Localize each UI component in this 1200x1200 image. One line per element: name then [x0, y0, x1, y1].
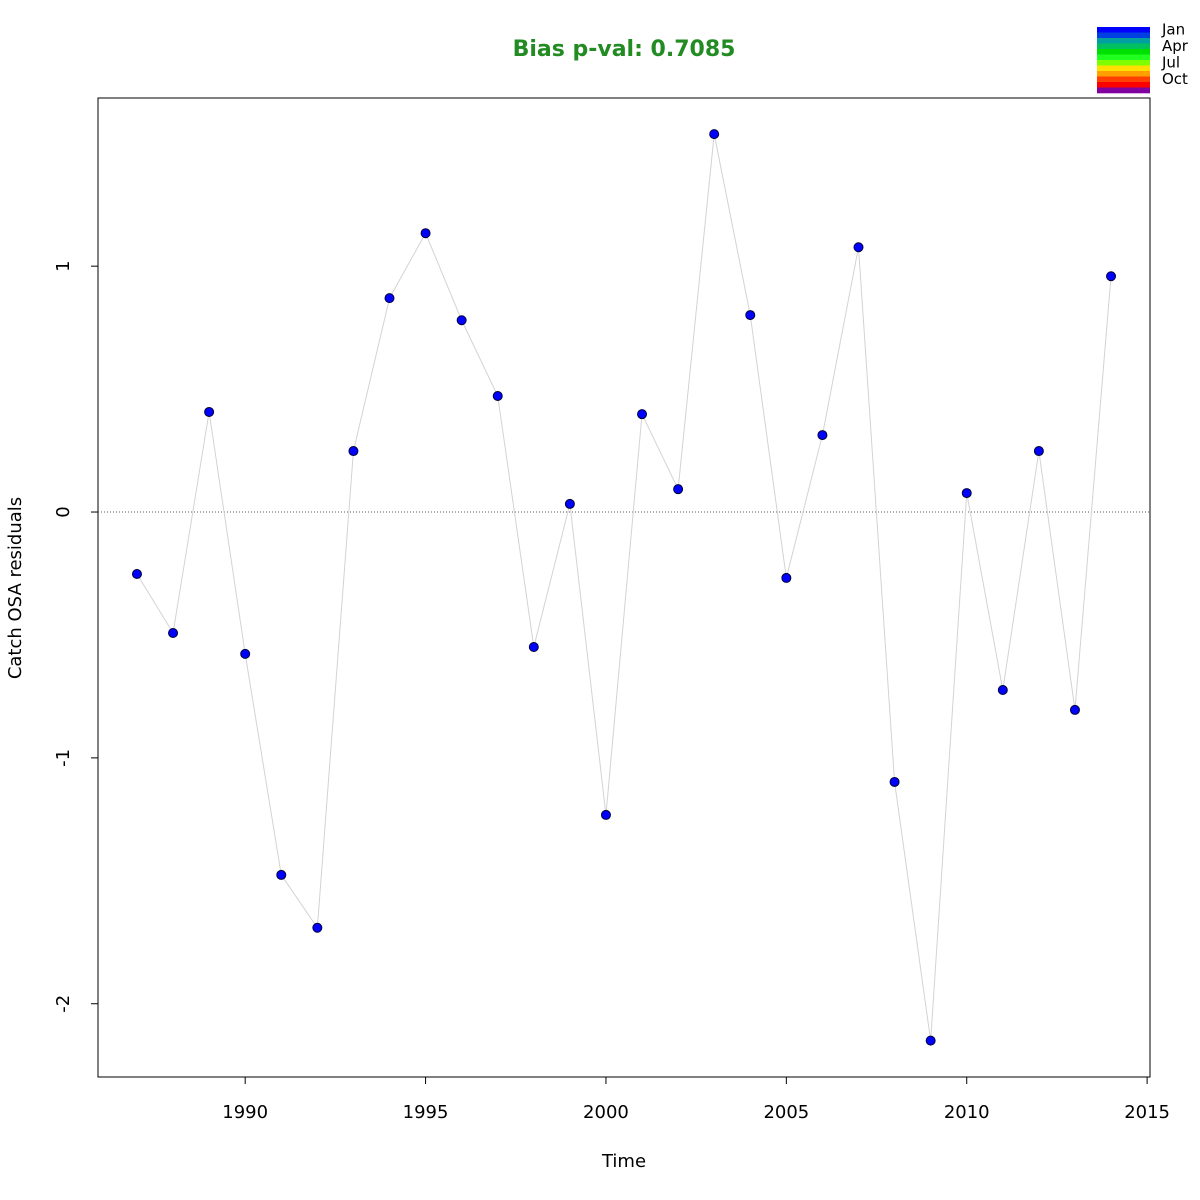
- series-line: [136, 134, 1112, 1041]
- data-point: [853, 242, 864, 253]
- x-tick-label: 2010: [944, 1102, 990, 1123]
- data-point: [817, 430, 828, 441]
- data-point: [420, 228, 431, 239]
- data-point: [889, 776, 900, 787]
- legend-label: Jan: [1161, 20, 1185, 38]
- data-point: [1106, 271, 1117, 282]
- legend-label: Oct: [1162, 70, 1188, 88]
- x-tick-label: 2000: [583, 1102, 629, 1123]
- y-tick-label: -2: [53, 995, 74, 1013]
- data-point: [925, 1035, 936, 1046]
- x-tick-label: 2015: [1124, 1102, 1170, 1123]
- y-tick-label: 1: [53, 260, 74, 271]
- data-point: [131, 568, 142, 579]
- data-point: [348, 446, 359, 457]
- legend-swatch: [1097, 49, 1150, 55]
- y-tick-label: 0: [53, 506, 74, 517]
- data-point: [204, 406, 215, 417]
- data-point: [528, 641, 539, 652]
- legend-swatch: [1097, 43, 1150, 50]
- legend-swatch: [1097, 82, 1150, 88]
- data-point: [961, 488, 972, 499]
- legend-swatch: [1097, 87, 1150, 94]
- data-point: [997, 685, 1008, 696]
- data-point: [240, 648, 251, 659]
- data-point: [600, 809, 611, 820]
- x-tick-label: 1995: [403, 1102, 449, 1123]
- x-tick-label: 1990: [222, 1102, 268, 1123]
- data-point: [709, 129, 720, 140]
- data-point: [745, 310, 756, 321]
- legend-swatch: [1097, 54, 1150, 61]
- data-point: [1069, 704, 1080, 715]
- data-point: [276, 869, 287, 880]
- y-axis-label: Catch OSA residuals: [5, 497, 26, 679]
- data-point: [673, 484, 684, 495]
- legend-swatch: [1097, 27, 1150, 33]
- legend-label: Jul: [1161, 53, 1180, 71]
- x-tick-label: 2005: [763, 1102, 809, 1123]
- chart-title: Bias p-val: 0.7085: [513, 37, 736, 62]
- y-tick-label: -1: [53, 749, 74, 767]
- data-point: [312, 922, 323, 933]
- legend-swatch: [1097, 60, 1150, 66]
- legend-swatch: [1097, 32, 1150, 39]
- legend-swatch: [1097, 76, 1150, 83]
- data-point: [564, 498, 575, 509]
- data-point: [1033, 446, 1044, 457]
- data-point: [492, 390, 503, 401]
- legend-swatch: [1097, 71, 1150, 77]
- data-point: [781, 572, 792, 583]
- legend-swatch: [1097, 38, 1150, 44]
- data-point: [456, 315, 467, 326]
- legend-label: Apr: [1162, 37, 1189, 55]
- data-point: [637, 409, 648, 420]
- data-point: [168, 627, 179, 638]
- plot-box: [97, 97, 1151, 1078]
- legend-swatch: [1097, 65, 1150, 72]
- x-axis-label: Time: [601, 1151, 646, 1172]
- data-point: [384, 293, 395, 304]
